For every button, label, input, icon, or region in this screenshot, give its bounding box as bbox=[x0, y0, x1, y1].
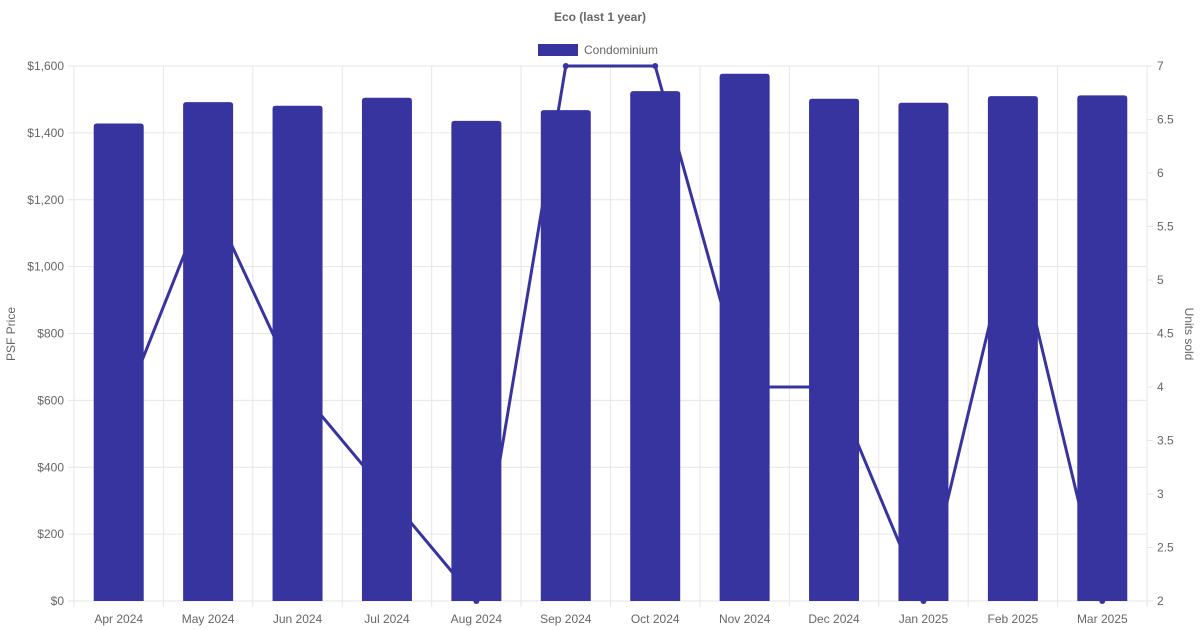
bar[interactable] bbox=[540, 110, 591, 601]
line-point[interactable] bbox=[1099, 598, 1106, 604]
legend[interactable]: Condominium bbox=[538, 43, 658, 57]
bar[interactable] bbox=[719, 73, 770, 602]
y2-tick-label: 7 bbox=[1157, 59, 1164, 73]
grid bbox=[68, 65, 1153, 607]
line-point[interactable] bbox=[383, 491, 390, 497]
legend-swatch bbox=[538, 44, 578, 56]
y2-tick-label: 6.5 bbox=[1157, 113, 1174, 127]
y2-tick-label: 3 bbox=[1157, 487, 1164, 501]
bar[interactable] bbox=[987, 96, 1038, 601]
legend-label: Condominium bbox=[584, 43, 658, 57]
x-tick-label: Apr 2024 bbox=[94, 612, 143, 626]
y2-tick-label: 4 bbox=[1157, 380, 1164, 394]
bar[interactable] bbox=[630, 91, 681, 601]
bar[interactable] bbox=[93, 123, 144, 601]
bar[interactable] bbox=[451, 120, 502, 602]
line-point[interactable] bbox=[562, 63, 569, 69]
line-point[interactable] bbox=[473, 598, 480, 604]
line-series bbox=[115, 63, 1106, 604]
x-tick-label: Jul 2024 bbox=[364, 612, 410, 626]
y2-tick-label: 3.5 bbox=[1157, 434, 1174, 448]
y2-tick-label: 5.5 bbox=[1157, 220, 1174, 234]
bar[interactable] bbox=[361, 97, 412, 601]
y2-tick-label: 2 bbox=[1157, 594, 1164, 608]
y2-axis-title: Units sold bbox=[1182, 308, 1196, 361]
line-point[interactable] bbox=[294, 384, 301, 390]
x-tick-label: Jan 2025 bbox=[899, 612, 949, 626]
y-tick-label: $1,400 bbox=[27, 126, 64, 140]
x-tick-label: Jun 2024 bbox=[273, 612, 323, 626]
x-tick-label: Oct 2024 bbox=[631, 612, 680, 626]
line-point[interactable] bbox=[115, 416, 122, 423]
bar[interactable] bbox=[898, 102, 949, 601]
bars bbox=[93, 73, 1128, 602]
line-point[interactable] bbox=[1009, 223, 1016, 230]
bar[interactable] bbox=[183, 102, 234, 602]
line-point[interactable] bbox=[205, 191, 212, 198]
y-tick-label: $1,200 bbox=[27, 193, 64, 207]
x-tick-label: May 2024 bbox=[182, 612, 235, 626]
y-tick-label: $0 bbox=[51, 594, 65, 608]
y2-tick-label: 6 bbox=[1157, 166, 1164, 180]
tick-labels: $0 $200 $400 $600 $800 $1,000 $1,200 $1,400 $1,6… bbox=[27, 59, 1174, 626]
y-tick-label: $1,600 bbox=[27, 59, 64, 73]
x-tick-label: Nov 2024 bbox=[719, 612, 771, 626]
x-tick-label: Sep 2024 bbox=[540, 612, 592, 626]
line-point[interactable] bbox=[831, 384, 838, 390]
bar[interactable] bbox=[809, 98, 860, 602]
x-tick-label: Aug 2024 bbox=[451, 612, 503, 626]
units-sold-line bbox=[117, 64, 1104, 603]
y-tick-label: $200 bbox=[37, 527, 64, 541]
x-tick-label: Dec 2024 bbox=[808, 612, 860, 626]
line-point[interactable] bbox=[741, 384, 748, 390]
y2-tick-label: 4.5 bbox=[1157, 327, 1174, 341]
y-tick-label: $800 bbox=[37, 327, 64, 341]
y-tick-label: $600 bbox=[37, 393, 64, 407]
y2-tick-label: 2.5 bbox=[1157, 541, 1174, 555]
x-tick-label: Feb 2025 bbox=[988, 612, 1039, 626]
y-tick-label: $400 bbox=[37, 460, 64, 474]
y-axis-title: PSF Price bbox=[4, 307, 18, 361]
bar[interactable] bbox=[1077, 95, 1128, 602]
line-point[interactable] bbox=[920, 598, 927, 604]
y2-tick-label: 5 bbox=[1157, 273, 1164, 287]
bar[interactable] bbox=[272, 105, 323, 602]
x-tick-label: Mar 2025 bbox=[1077, 612, 1128, 626]
line-point[interactable] bbox=[652, 63, 659, 69]
chart-title: Eco (last 1 year) bbox=[554, 10, 646, 24]
y-tick-label: $1,000 bbox=[27, 260, 64, 274]
